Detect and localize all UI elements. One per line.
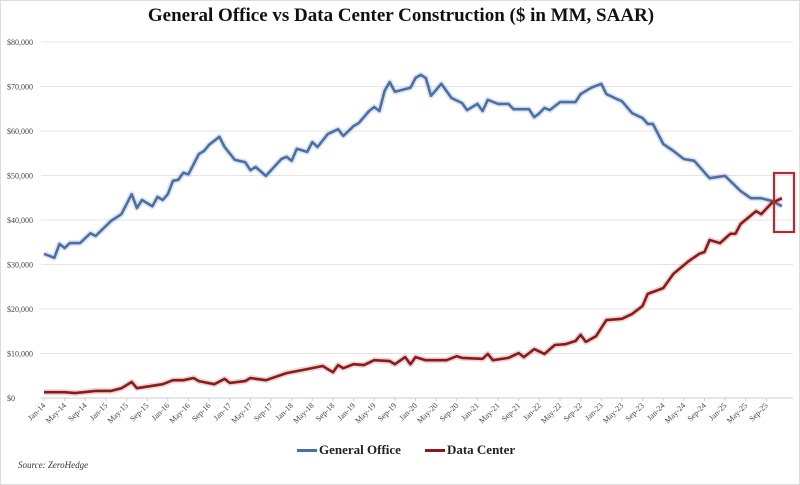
- y-tick-label: $10,000: [7, 350, 33, 359]
- y-tick-label: $0: [7, 394, 15, 403]
- x-tick-label: May-15: [106, 401, 130, 425]
- x-tick-label: Sep-21: [500, 401, 522, 423]
- data-center-line: [44, 197, 783, 395]
- legend-label: General Office: [319, 442, 401, 457]
- y-tick-label: $20,000: [7, 305, 33, 314]
- x-tick-label: Sep-22: [562, 401, 584, 423]
- x-tick-label: May-14: [44, 401, 68, 425]
- x-tick-label: Sep-24: [685, 401, 707, 423]
- x-tick-label: May-21: [477, 401, 501, 425]
- legend-item-general-office: General Office: [297, 442, 401, 458]
- x-tick-label: May-16: [168, 401, 192, 425]
- highlight-box: [772, 171, 796, 234]
- x-tick-label: Sep-20: [438, 401, 460, 423]
- source-note: Source: ZeroHedge: [18, 460, 89, 470]
- x-tick-label: May-24: [663, 401, 687, 425]
- x-tick-label: May-19: [353, 401, 377, 425]
- x-tick-label: May-22: [539, 401, 563, 425]
- x-tick-label: May-18: [291, 401, 315, 425]
- x-tick-label: Sep-25: [747, 401, 769, 423]
- legend-swatch-red: [424, 448, 445, 452]
- chart-title: General Office vs Data Center Constructi…: [147, 5, 655, 26]
- y-tick-label: $50,000: [7, 172, 33, 181]
- series-glow-1: [44, 195, 784, 397]
- general-office-line: [43, 73, 783, 260]
- y-tick-label: $70,000: [7, 83, 33, 92]
- x-tick-label: Sep-23: [624, 401, 646, 423]
- x-tick-label: Sep-14: [66, 401, 88, 423]
- y-tick-label: $40,000: [7, 216, 33, 225]
- legend: General Office Data Center: [297, 442, 515, 458]
- x-tick-label: May-23: [601, 401, 625, 425]
- y-tick-label: $30,000: [7, 261, 33, 270]
- x-tick-label: Sep-15: [128, 401, 150, 423]
- x-tick-label: Sep-18: [314, 401, 336, 423]
- x-tick-label: Sep-17: [252, 401, 274, 423]
- legend-swatch-blue: [297, 448, 317, 452]
- series-glow-0: [42, 71, 784, 261]
- legend-label: Data Center: [446, 442, 516, 457]
- legend-item-data-center: Data Center: [424, 442, 516, 458]
- x-tick-label: Sep-19: [376, 401, 398, 423]
- x-tick-label: May-20: [415, 401, 439, 425]
- x-tick-label: May-17: [230, 401, 254, 425]
- y-tick-label: $60,000: [7, 127, 33, 136]
- y-tick-label: $80,000: [7, 38, 33, 47]
- x-tick-label: May-25: [725, 401, 749, 425]
- x-tick-label: Sep-16: [190, 401, 212, 423]
